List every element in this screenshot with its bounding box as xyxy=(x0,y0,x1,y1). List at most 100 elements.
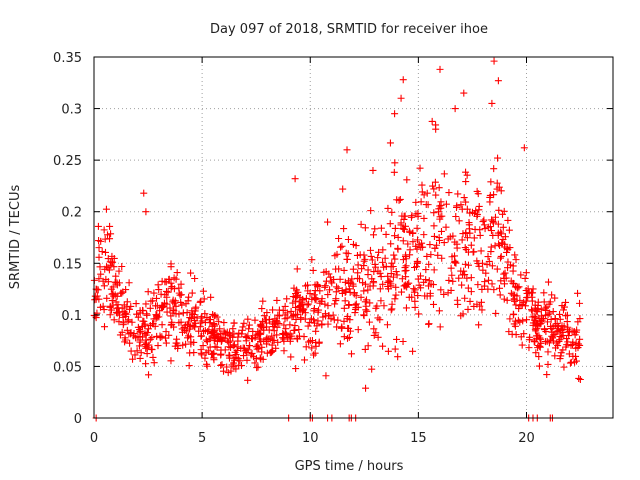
data-point xyxy=(435,184,443,192)
data-point xyxy=(305,338,313,346)
data-point xyxy=(435,307,443,315)
data-point xyxy=(284,334,292,342)
data-point xyxy=(391,295,399,303)
data-point xyxy=(257,338,265,346)
data-point xyxy=(398,275,406,283)
data-point xyxy=(167,357,175,365)
data-point-outlier xyxy=(391,110,399,118)
data-point xyxy=(571,358,579,366)
data-point xyxy=(223,363,231,371)
data-point xyxy=(412,210,420,218)
data-point xyxy=(420,214,428,222)
data-point xyxy=(384,282,392,290)
data-point xyxy=(498,239,506,247)
data-point xyxy=(490,219,498,227)
data-point xyxy=(478,306,486,314)
data-point xyxy=(440,170,448,178)
data-point xyxy=(153,302,161,310)
data-point xyxy=(118,262,126,270)
data-point xyxy=(409,238,417,246)
data-point xyxy=(149,353,157,361)
data-point xyxy=(112,298,120,306)
data-point xyxy=(150,289,158,297)
data-point xyxy=(145,371,153,379)
data-point xyxy=(324,291,332,299)
data-point xyxy=(256,354,264,362)
data-point xyxy=(328,279,336,287)
y-tick-label: 0.05 xyxy=(53,360,82,375)
data-point xyxy=(522,287,530,295)
data-point xyxy=(177,280,185,288)
data-point xyxy=(387,240,395,248)
data-point xyxy=(549,308,557,316)
data-point xyxy=(389,273,397,281)
data-point xyxy=(312,342,320,350)
data-point xyxy=(454,190,462,198)
data-point xyxy=(345,324,353,332)
data-point xyxy=(438,212,446,220)
data-point xyxy=(187,338,195,346)
data-point xyxy=(391,345,399,353)
data-point xyxy=(346,288,354,296)
y-tick-labels: 0 0.05 0.1 0.15 0.2 0.25 0.3 0.35 xyxy=(53,51,82,427)
data-point xyxy=(163,300,171,308)
data-point xyxy=(168,318,176,326)
data-point-outlier xyxy=(488,99,496,107)
data-point xyxy=(238,330,246,338)
y-tick-label: 0.15 xyxy=(53,257,82,272)
data-point xyxy=(479,266,487,274)
data-point xyxy=(384,272,392,280)
data-point xyxy=(341,278,349,286)
data-point xyxy=(410,288,418,296)
data-point xyxy=(312,327,320,335)
data-point xyxy=(158,321,166,329)
data-point xyxy=(331,300,339,308)
data-point xyxy=(458,205,466,213)
data-point xyxy=(251,316,259,324)
data-point xyxy=(574,340,582,348)
data-point xyxy=(234,333,242,341)
data-point xyxy=(349,265,357,273)
data-point xyxy=(381,254,389,262)
data-point xyxy=(425,282,433,290)
data-point xyxy=(425,260,433,268)
data-point xyxy=(149,320,157,328)
data-point xyxy=(493,185,501,193)
data-point xyxy=(94,222,102,230)
data-point xyxy=(453,202,461,210)
data-point xyxy=(430,300,438,308)
data-point xyxy=(96,263,104,271)
data-point xyxy=(340,333,348,341)
data-point xyxy=(544,348,552,356)
data-point xyxy=(245,325,253,333)
data-point xyxy=(393,335,401,343)
data-point xyxy=(338,323,346,331)
data-point xyxy=(144,288,152,296)
data-point xyxy=(550,331,558,339)
data-point xyxy=(283,295,291,303)
data-point xyxy=(101,323,109,331)
data-point xyxy=(446,233,454,241)
data-point xyxy=(253,345,261,353)
data-point xyxy=(311,349,319,357)
data-point xyxy=(551,315,559,323)
data-point xyxy=(531,325,539,333)
data-point xyxy=(266,316,274,324)
data-point xyxy=(332,265,340,273)
data-point xyxy=(274,338,282,346)
data-point xyxy=(344,312,352,320)
data-point xyxy=(254,341,262,349)
data-point-outlier xyxy=(460,89,468,97)
data-point xyxy=(490,165,498,173)
data-point xyxy=(474,190,482,198)
data-point xyxy=(113,309,121,317)
data-point xyxy=(100,226,108,234)
x-tick-label: 5 xyxy=(198,431,206,446)
data-point xyxy=(123,326,131,334)
data-point xyxy=(108,297,116,305)
data-point xyxy=(327,277,335,285)
data-point xyxy=(500,295,508,303)
data-point xyxy=(287,353,295,361)
data-point xyxy=(528,297,536,305)
data-point xyxy=(318,321,326,329)
